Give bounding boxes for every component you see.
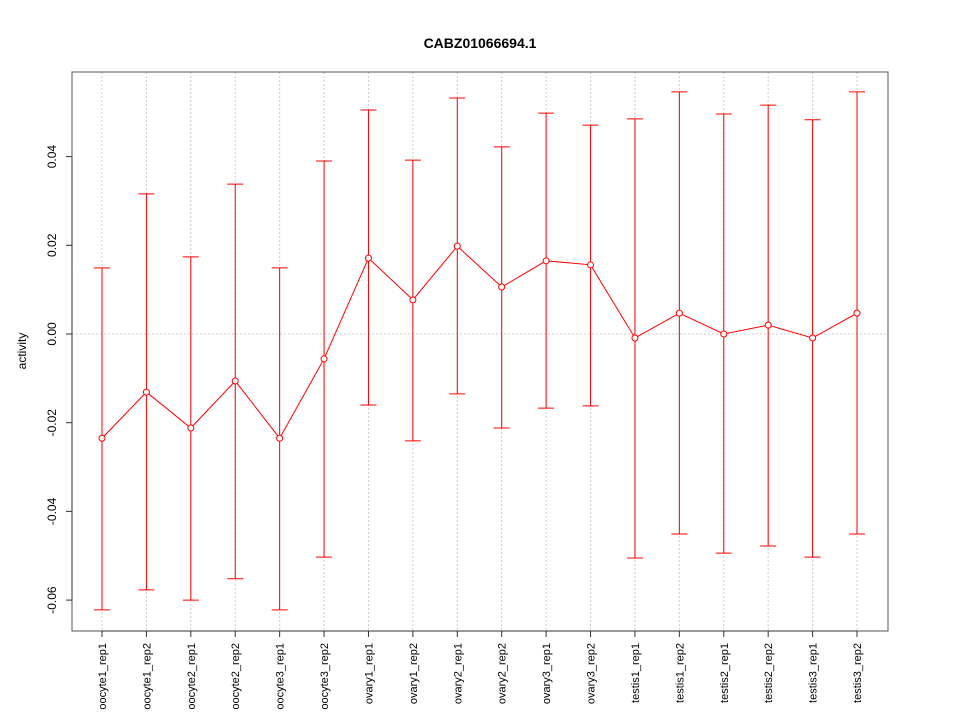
data-point [409, 296, 417, 304]
data-point [809, 334, 817, 342]
x-tick-label: oocyte1_rep1 [97, 643, 109, 710]
data-point [542, 257, 550, 265]
data-point [853, 309, 861, 317]
data-point [231, 377, 239, 385]
data-point [276, 434, 284, 442]
x-tick-label: ovary1_rep1 [363, 643, 375, 704]
x-tick-label: ovary3_rep2 [586, 643, 598, 704]
data-point [675, 309, 683, 317]
x-tick-label: oocyte2_rep1 [186, 643, 198, 710]
y-tick-label: -0.04 [45, 497, 59, 525]
x-tick-label: oocyte2_rep2 [230, 643, 242, 710]
chart-title: CABZ01066694.1 [424, 35, 537, 51]
data-point [453, 242, 461, 250]
x-tick-label: ovary2_rep1 [452, 643, 464, 704]
x-tick-label: testis2_rep1 [719, 643, 731, 703]
x-tick-label: testis1_rep2 [674, 643, 686, 703]
x-tick-label: oocyte1_rep2 [141, 643, 153, 710]
x-tick-label: testis2_rep2 [763, 643, 775, 703]
x-tick-label: testis3_rep1 [808, 643, 820, 703]
data-point [631, 334, 639, 342]
y-tick-label: 0.00 [45, 322, 59, 346]
x-tick-label: testis3_rep2 [852, 643, 864, 703]
x-tick-label: ovary1_rep2 [408, 643, 420, 704]
y-tick-label: 0.02 [45, 233, 59, 257]
data-point [364, 254, 372, 262]
x-tick-label: ovary3_rep1 [541, 643, 553, 704]
y-axis-label: activity [15, 333, 29, 370]
y-tick-label: -0.06 [45, 586, 59, 614]
data-point [498, 283, 506, 291]
data-point [320, 355, 328, 363]
y-tick-label: 0.04 [45, 145, 59, 169]
x-tick-label: testis1_rep1 [630, 643, 642, 703]
x-tick-label: ovary2_rep2 [497, 643, 509, 704]
data-point [587, 261, 595, 269]
data-point [720, 330, 728, 338]
series-line [101, 245, 858, 440]
data-point [98, 434, 106, 442]
data-point [764, 321, 772, 329]
data-point [142, 388, 150, 396]
y-tick-label: -0.02 [45, 409, 59, 437]
data-point [187, 424, 195, 432]
x-tick-label: oocyte3_rep2 [319, 643, 331, 710]
x-tick-label: oocyte3_rep1 [275, 643, 287, 710]
plot-frame [71, 71, 889, 632]
